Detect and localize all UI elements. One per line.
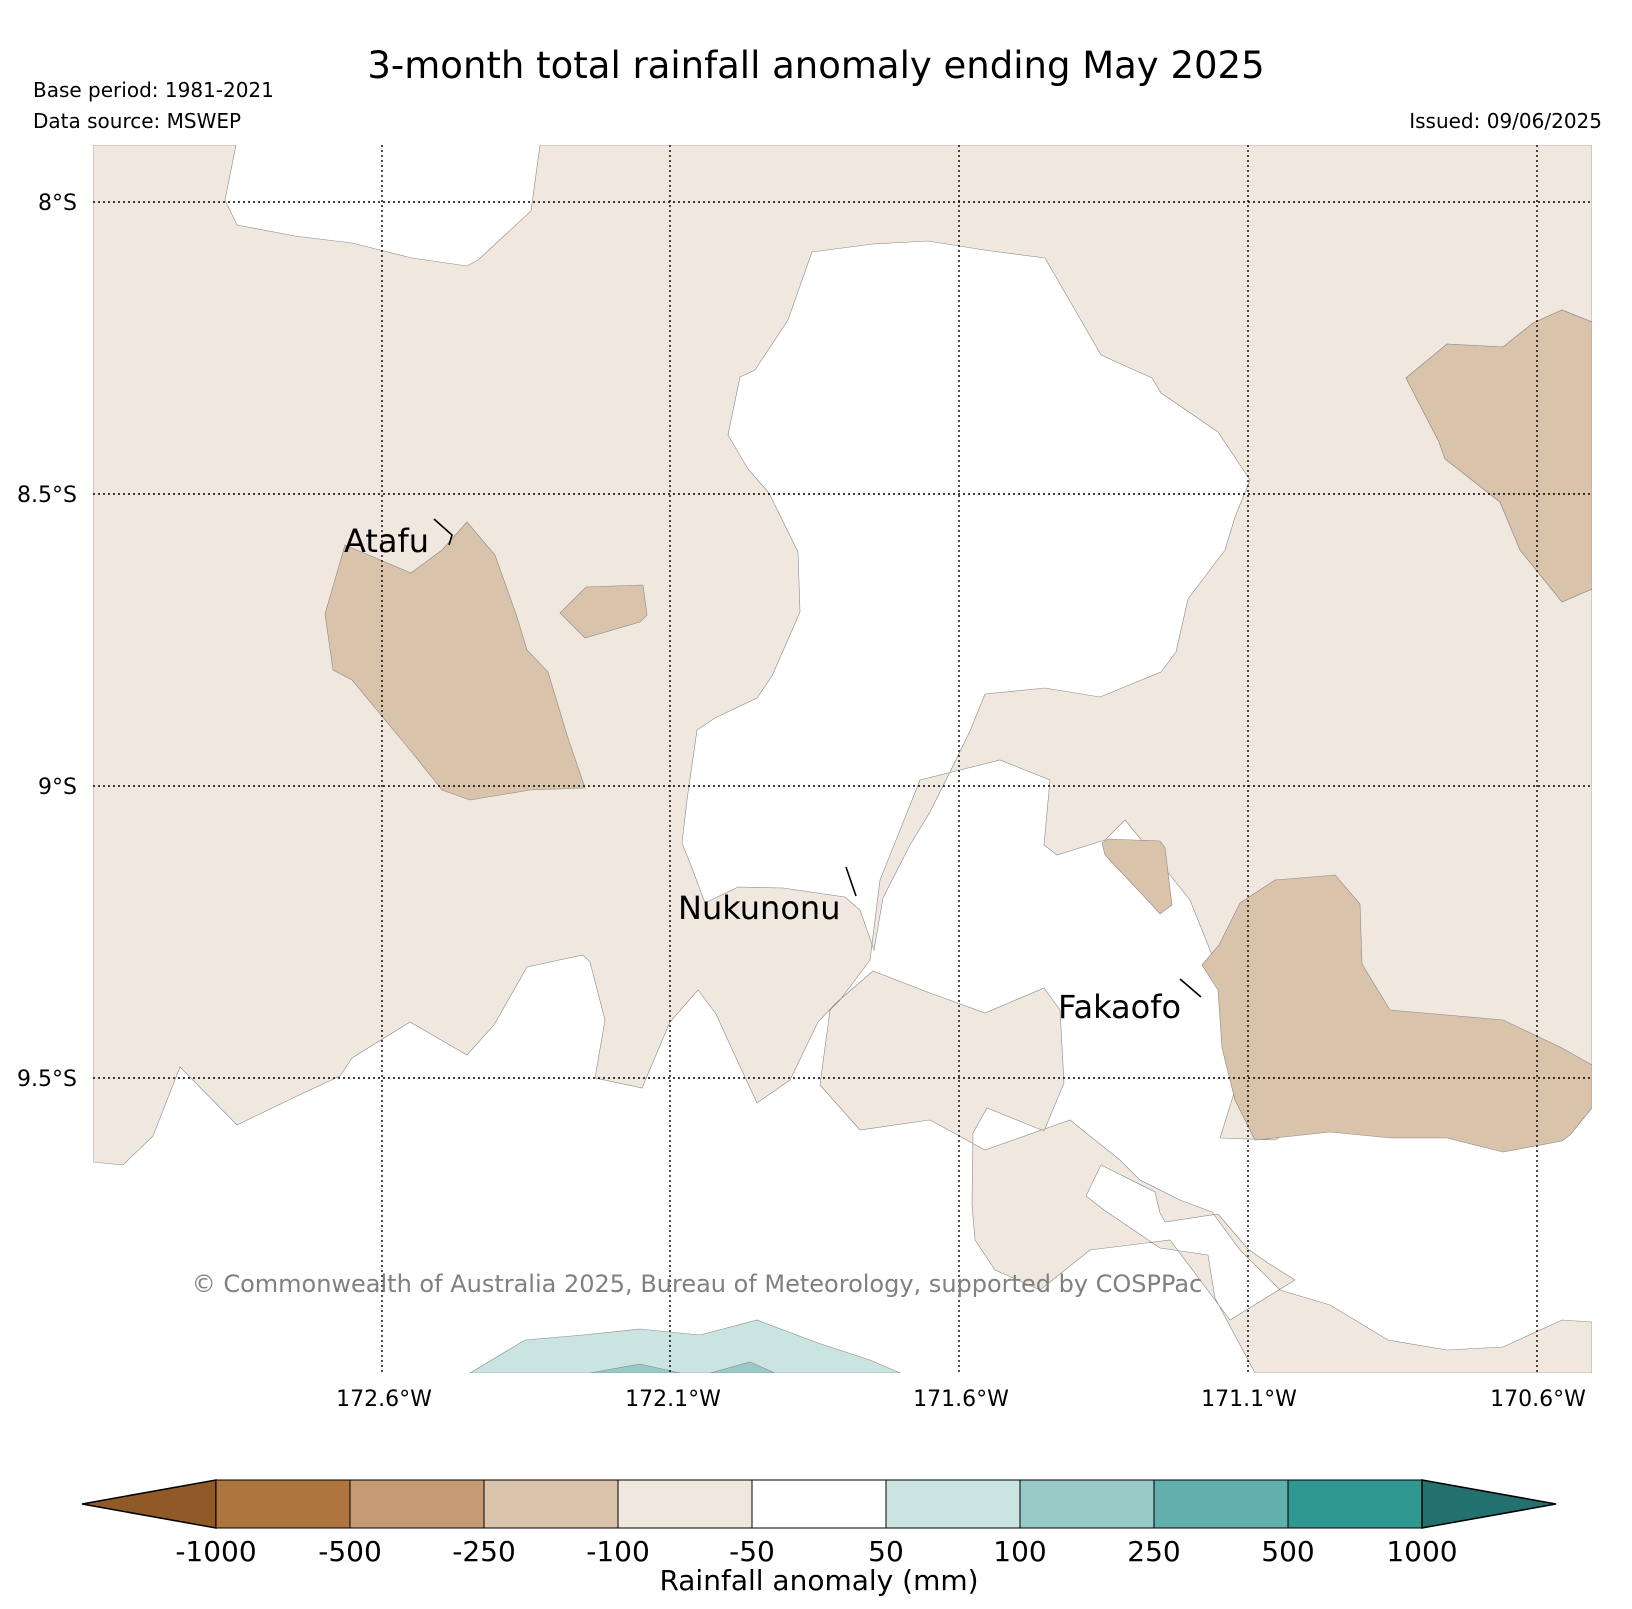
- place-label-fakaofo: Fakaofo: [1058, 988, 1181, 1026]
- island-outlines: [433, 518, 1202, 998]
- anomaly-region-minus-250-to-minus-100: [1101, 838, 1173, 915]
- colorbar-swatch: [1019, 1479, 1155, 1529]
- fakaofo-island-outline: [1179, 978, 1202, 998]
- map-area: Atafu Nukunonu Fakaofo © Commonwealth of…: [93, 145, 1592, 1373]
- copyright-notice: © Commonwealth of Australia 2025, Bureau…: [192, 1270, 1203, 1298]
- anomaly-region-minus-250-to-minus-100: [1405, 309, 1592, 603]
- lat-label: 8°S: [38, 191, 77, 216]
- lon-label: 171.1°W: [1201, 1387, 1297, 1412]
- colorbar-tick-label: -250: [452, 1535, 516, 1568]
- colorbar-swatch: [483, 1479, 619, 1529]
- colorbar-tick-label: 1000: [1386, 1535, 1457, 1568]
- colorbar-tick-label: 500: [1261, 1535, 1314, 1568]
- colorbar-tick-label: -1000: [175, 1535, 256, 1568]
- colorbar-tick-label: 50: [868, 1535, 904, 1568]
- base-period-note: Base period: 1981-2021: [33, 78, 274, 102]
- lat-label: 9.5°S: [17, 1067, 77, 1092]
- anomaly-region-50-to-100: [469, 1319, 901, 1373]
- atafu-island-outline: [433, 518, 453, 546]
- colorbar-tick-label: -50: [729, 1535, 775, 1568]
- lon-label: 172.1°W: [625, 1387, 721, 1412]
- colorbar-tick-labels: -1000 -500 -250 -100 -50 50 100 250 500 1000: [175, 1535, 1457, 1568]
- map-title: 3-month total rainfall anomaly ending Ma…: [367, 44, 1264, 87]
- lon-label: 170.6°W: [1490, 1387, 1586, 1412]
- data-source-note: Data source: MSWEP: [33, 109, 241, 133]
- latitude-labels: 8°S 8.5°S 9°S 9.5°S: [17, 191, 77, 1092]
- colorbar-swatch: [617, 1479, 753, 1529]
- colorbar-swatch: [751, 1479, 887, 1529]
- place-label-atafu: Atafu: [344, 522, 429, 560]
- anomaly-region-minus-250-to-minus-100: [559, 584, 648, 639]
- anomaly-region-minus-250-to-minus-100: [324, 521, 586, 801]
- colorbar-swatch: [885, 1479, 1021, 1529]
- colorbar-swatch: [1287, 1479, 1423, 1529]
- nukunonu-island-outline: [845, 866, 857, 897]
- colorbar-label: Rainfall anomaly (mm): [659, 1564, 978, 1597]
- lon-label: 172.6°W: [336, 1387, 432, 1412]
- issued-date: Issued: 09/06/2025: [1409, 109, 1602, 133]
- colorbar-tick-label: -100: [586, 1535, 650, 1568]
- anomaly-region-100-to-250: [709, 1361, 776, 1373]
- lat-label: 9°S: [38, 775, 77, 800]
- lat-label: 8.5°S: [17, 483, 77, 508]
- anomaly-region-minus-250-to-minus-100: [1201, 874, 1592, 1153]
- colorbar-extend-high: [1421, 1479, 1557, 1529]
- lon-label: 171.6°W: [913, 1387, 1009, 1412]
- colorbar-swatch: [349, 1479, 485, 1529]
- longitude-labels: 172.6°W 172.1°W 171.6°W 171.1°W 170.6°W: [336, 1387, 1586, 1412]
- colorbar-extend-low: [81, 1479, 217, 1529]
- colorbar-tick-label: 250: [1127, 1535, 1180, 1568]
- place-label-nukunonu: Nukunonu: [678, 889, 840, 927]
- colorbar-swatch: [1153, 1479, 1289, 1529]
- colorbar-swatch: [215, 1479, 351, 1529]
- colorbar-tick-label: 100: [993, 1535, 1046, 1568]
- colorbar: -1000 -500 -250 -100 -50 50 100 250 500 1000 Rain…: [81, 1479, 1557, 1597]
- colorbar-swatches: [81, 1479, 1557, 1529]
- colorbar-tick-label: -500: [318, 1535, 382, 1568]
- anomaly-region-100-to-250: [589, 1363, 681, 1373]
